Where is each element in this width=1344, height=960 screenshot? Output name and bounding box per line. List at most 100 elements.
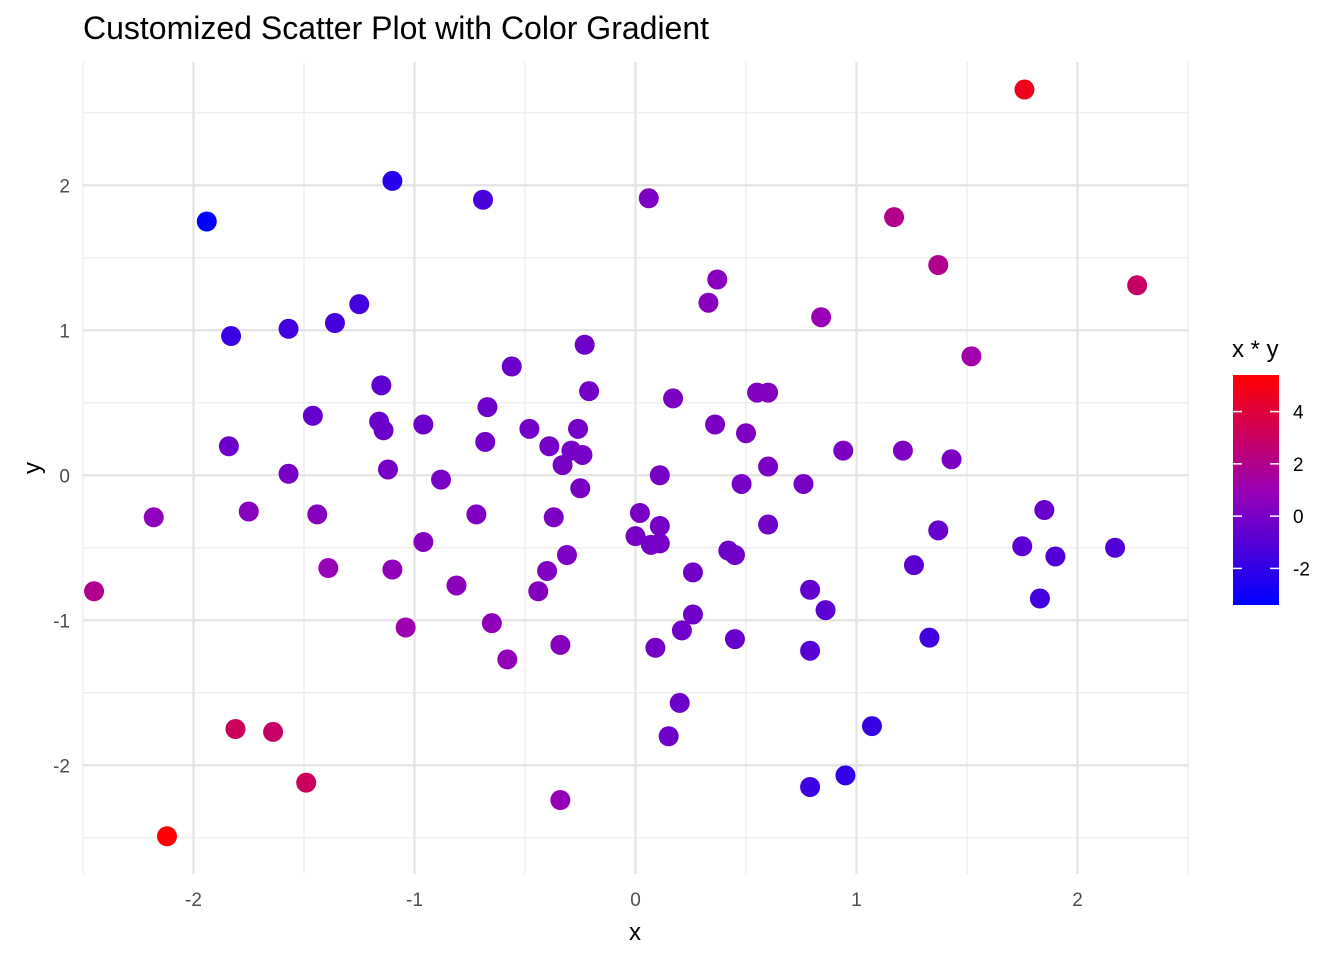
data-point xyxy=(377,459,398,480)
data-point xyxy=(537,560,558,581)
data-point xyxy=(758,514,779,535)
legend-tick-label: 2 xyxy=(1293,455,1304,476)
x-tick-label: 0 xyxy=(630,890,641,911)
data-point xyxy=(629,502,650,523)
data-point xyxy=(278,318,299,339)
data-point xyxy=(811,307,832,328)
data-point xyxy=(446,575,467,596)
x-tick-label: -1 xyxy=(406,890,423,911)
data-point xyxy=(649,516,670,536)
data-point xyxy=(833,440,854,461)
data-point xyxy=(324,313,345,333)
data-point xyxy=(961,346,982,367)
data-point xyxy=(861,716,882,737)
x-axis-ticks: -2 -1 0 1 2 xyxy=(185,890,1083,911)
data-point xyxy=(572,444,593,465)
data-point xyxy=(382,170,403,191)
data-point xyxy=(705,414,726,435)
legend-tick-label: 0 xyxy=(1293,507,1304,528)
data-point xyxy=(800,777,821,797)
data-point xyxy=(941,449,962,470)
data-point xyxy=(625,526,646,547)
data-point xyxy=(307,504,328,525)
chart-title: Customized Scatter Plot with Color Gradi… xyxy=(83,10,709,46)
data-point xyxy=(143,507,164,528)
x-tick-label: 1 xyxy=(851,890,862,911)
legend-title: x * y xyxy=(1232,336,1279,363)
data-point xyxy=(928,255,949,275)
data-point xyxy=(919,627,940,648)
data-point xyxy=(835,765,856,786)
data-point xyxy=(373,420,394,441)
data-point xyxy=(263,721,284,742)
data-point xyxy=(928,520,949,541)
data-point xyxy=(413,414,434,435)
data-point xyxy=(663,388,684,409)
data-point xyxy=(1014,79,1035,100)
data-point xyxy=(682,604,703,625)
data-point xyxy=(568,418,589,439)
color-legend: x * y -2 0 2 4 xyxy=(1232,336,1310,605)
data-point xyxy=(649,465,670,486)
y-tick-label: 1 xyxy=(59,321,70,342)
data-point xyxy=(550,634,571,655)
data-point xyxy=(800,579,821,600)
data-point xyxy=(698,292,719,313)
data-point xyxy=(669,692,690,713)
data-point xyxy=(466,504,487,525)
data-point xyxy=(815,600,836,621)
data-point xyxy=(413,531,434,552)
y-tick-label: -1 xyxy=(53,611,70,632)
data-point xyxy=(225,719,246,739)
data-point xyxy=(682,562,703,583)
y-tick-label: -2 xyxy=(53,756,70,777)
data-point xyxy=(658,726,679,747)
data-point xyxy=(318,558,339,579)
x-tick-label: 2 xyxy=(1072,890,1083,911)
data-point xyxy=(481,613,502,634)
data-point xyxy=(477,397,498,418)
data-point xyxy=(724,629,745,650)
data-point xyxy=(1045,546,1066,567)
data-point xyxy=(671,620,692,641)
data-point xyxy=(473,189,494,210)
legend-tick-label: -2 xyxy=(1293,559,1310,580)
data-point xyxy=(892,440,913,461)
data-point xyxy=(552,455,573,476)
data-point xyxy=(1029,588,1050,609)
plot-grid xyxy=(82,62,1189,874)
data-point xyxy=(574,334,595,355)
data-point xyxy=(543,507,564,528)
data-point xyxy=(1034,500,1055,521)
data-point xyxy=(736,423,756,444)
data-point xyxy=(302,405,323,426)
y-tick-label: 0 xyxy=(59,466,70,487)
x-tick-label: -2 xyxy=(185,890,202,911)
data-point xyxy=(296,772,317,793)
data-point xyxy=(528,581,549,602)
data-point xyxy=(1127,275,1148,296)
data-point xyxy=(475,431,496,452)
data-point xyxy=(800,640,821,661)
data-point xyxy=(539,436,560,457)
legend-ticks: -2 0 2 4 xyxy=(1233,403,1310,580)
data-point xyxy=(238,501,259,522)
y-tick-label: 2 xyxy=(59,176,70,197)
x-axis-label: x xyxy=(629,919,641,946)
data-point xyxy=(156,826,177,847)
data-point xyxy=(724,545,745,565)
data-point xyxy=(1012,536,1033,557)
data-point xyxy=(645,637,666,658)
data-point xyxy=(707,269,728,290)
data-point xyxy=(371,375,392,396)
y-axis-ticks: -2 -1 0 1 2 xyxy=(53,176,70,777)
data-point xyxy=(519,418,540,439)
data-point xyxy=(649,533,670,554)
data-point xyxy=(1105,537,1126,558)
data-point xyxy=(793,473,814,494)
data-point xyxy=(218,436,239,457)
data-point xyxy=(903,555,924,576)
data-point xyxy=(221,326,242,347)
data-point xyxy=(758,456,779,477)
